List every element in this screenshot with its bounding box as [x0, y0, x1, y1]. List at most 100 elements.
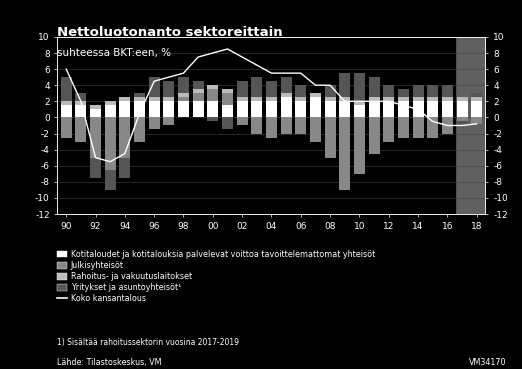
Bar [163, 117, 174, 125]
Bar [193, 81, 204, 89]
Bar [442, 117, 453, 134]
Bar [61, 77, 72, 101]
Bar [471, 93, 482, 97]
Bar [354, 73, 365, 101]
Text: suhteessa BKT:een, %: suhteessa BKT:een, % [57, 48, 171, 58]
Bar [90, 158, 101, 178]
Bar [75, 105, 86, 117]
Bar [163, 81, 174, 97]
Bar [310, 117, 321, 142]
Bar [442, 85, 453, 97]
Text: VM34170: VM34170 [469, 358, 506, 367]
Bar [442, 97, 453, 101]
Bar [398, 117, 409, 138]
Bar [222, 93, 233, 105]
Bar [222, 89, 233, 93]
Bar [471, 101, 482, 117]
Bar [193, 89, 204, 93]
Bar [149, 117, 160, 130]
Bar [281, 97, 292, 117]
Bar [339, 73, 350, 97]
Bar [236, 117, 247, 125]
Bar [369, 101, 379, 117]
Bar [105, 117, 116, 170]
Bar [412, 97, 423, 101]
Bar [251, 117, 262, 134]
Bar [325, 85, 336, 97]
Bar [266, 101, 277, 117]
Bar [266, 81, 277, 97]
Bar [236, 97, 247, 101]
Bar [325, 97, 336, 101]
Bar [178, 93, 189, 97]
Bar [61, 117, 72, 138]
Bar [369, 97, 379, 101]
Bar [427, 85, 438, 97]
Bar [325, 101, 336, 117]
Bar [427, 117, 438, 138]
Bar [57, 37, 455, 214]
Bar [75, 117, 86, 142]
Bar [412, 101, 423, 117]
Bar [281, 93, 292, 97]
Bar [442, 101, 453, 117]
Bar [266, 117, 277, 138]
Bar [134, 117, 145, 142]
Bar [310, 93, 321, 97]
Bar [178, 77, 189, 93]
Bar [236, 101, 247, 117]
Bar [398, 97, 409, 101]
Bar [354, 117, 365, 174]
Bar [369, 117, 379, 154]
Bar [471, 97, 482, 101]
Bar [339, 101, 350, 117]
Bar [75, 101, 86, 105]
Bar [383, 97, 394, 101]
Bar [105, 101, 116, 105]
Bar [75, 93, 86, 101]
Bar [149, 101, 160, 117]
Bar [193, 101, 204, 117]
Bar [310, 97, 321, 117]
Bar [295, 85, 306, 97]
Bar [354, 101, 365, 105]
Bar [163, 101, 174, 117]
Bar [178, 101, 189, 117]
Bar [163, 97, 174, 101]
Bar [383, 85, 394, 97]
Bar [412, 117, 423, 138]
Bar [398, 101, 409, 117]
Bar [90, 109, 101, 117]
Bar [207, 101, 218, 117]
Bar [193, 93, 204, 101]
Bar [134, 97, 145, 101]
Bar [120, 97, 130, 101]
Bar [236, 81, 247, 97]
Bar [295, 101, 306, 117]
Bar [457, 117, 468, 121]
Bar [471, 117, 482, 124]
Bar [61, 101, 72, 105]
Bar [427, 97, 438, 101]
Bar [251, 77, 262, 97]
Bar [455, 37, 485, 214]
Bar [90, 117, 101, 158]
Bar [105, 105, 116, 117]
Bar [281, 117, 292, 134]
Text: Lähde: Tilastoskeskus, VM: Lähde: Tilastoskeskus, VM [57, 358, 162, 367]
Bar [120, 117, 130, 158]
Bar [149, 97, 160, 101]
Bar [339, 117, 350, 190]
Bar [222, 117, 233, 130]
Bar [251, 97, 262, 101]
Bar [339, 97, 350, 101]
Bar [207, 117, 218, 121]
Bar [90, 105, 101, 109]
Bar [266, 97, 277, 101]
Bar [295, 117, 306, 134]
Bar [398, 89, 409, 97]
Bar [134, 101, 145, 117]
Bar [149, 77, 160, 97]
Bar [325, 117, 336, 158]
Bar [354, 105, 365, 117]
